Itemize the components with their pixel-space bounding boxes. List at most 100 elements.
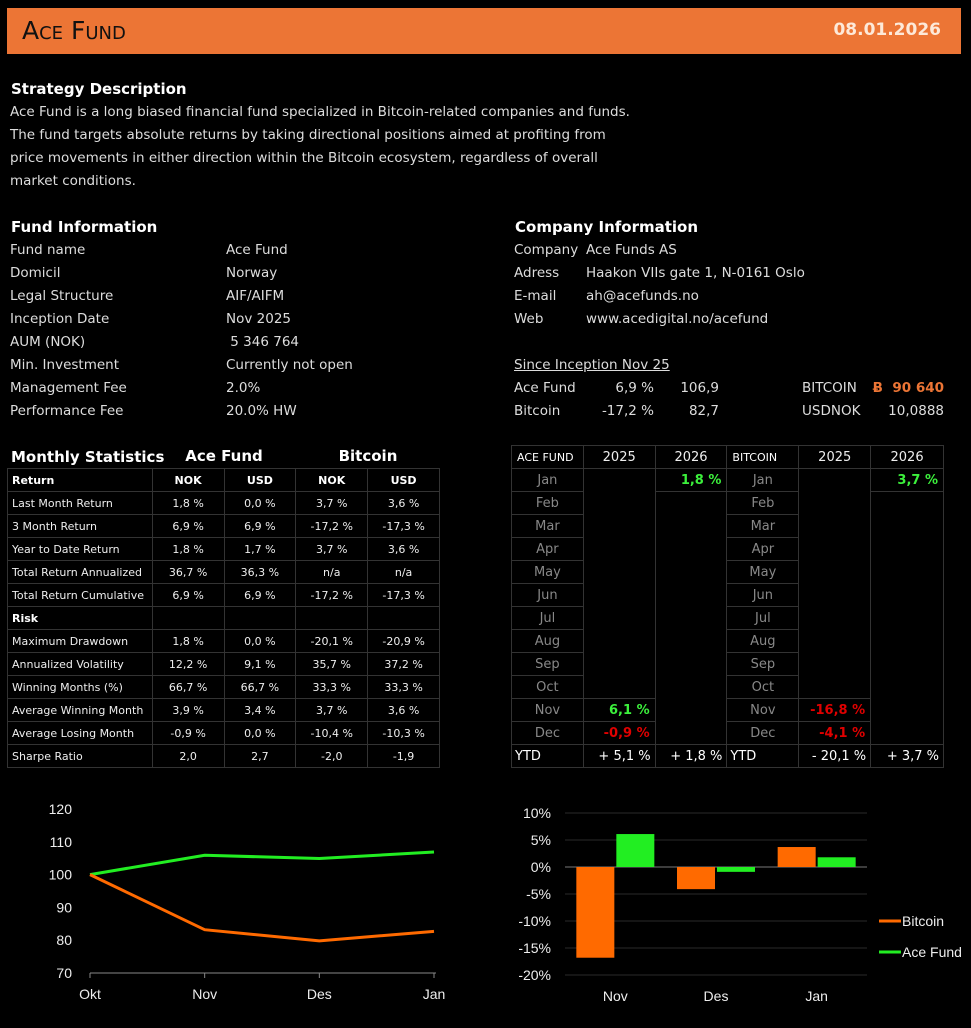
month-value	[582, 560, 656, 584]
monthly-stats-heading: Monthly Statistics	[11, 448, 165, 466]
since-inception-heading: Since Inception Nov 25	[514, 357, 670, 373]
month-label: Jan	[726, 468, 800, 492]
company-info-row: Web www.acedigital.no/acefund	[514, 308, 954, 331]
month-row: May May	[511, 560, 944, 584]
company-info-value: Ace Funds AS	[586, 242, 677, 258]
stats-cell: -2,0	[295, 744, 369, 768]
bar-bitcoin	[576, 867, 615, 958]
stats-section-row: Risk	[7, 606, 440, 630]
year-header: 2026	[654, 445, 728, 469]
bar-ace-fund	[616, 834, 655, 867]
stats-cell: -10,4 %	[295, 721, 369, 745]
fund-info-value: AIF/AIFM	[226, 288, 285, 304]
stats-cell: 1,8 %	[151, 629, 225, 653]
stats-col-header: USD	[223, 468, 297, 492]
x-tick-label: Okt	[79, 986, 101, 1002]
month-value	[798, 629, 872, 653]
stats-col-header: NOK	[151, 468, 225, 492]
stats-cell: -20,1 %	[295, 629, 369, 653]
stats-cell: -17,3 %	[367, 514, 440, 538]
month-row: Jan 1,8 % Jan 3,7 %	[511, 468, 944, 492]
month-row: Oct Oct	[511, 675, 944, 699]
month-value	[798, 514, 872, 538]
y-tick-label: -5%	[526, 886, 551, 902]
month-label: Jul	[726, 606, 800, 630]
month-value	[798, 675, 872, 699]
stats-cell: -0,9 %	[151, 721, 225, 745]
month-row: Jun Jun	[511, 583, 944, 607]
x-tick-label: Nov	[192, 986, 217, 1002]
stats-col-header	[223, 606, 297, 630]
month-label: Oct	[511, 675, 584, 699]
month-value	[582, 537, 656, 561]
stats-cell: 0,0 %	[223, 491, 297, 515]
monthly-table-header: ACE FUND 2025 2026 BITCOIN 2025 2026	[511, 445, 944, 469]
fund-label: ACE FUND	[511, 445, 584, 469]
fund-title: Ace Fund	[22, 16, 126, 45]
month-value	[870, 698, 944, 722]
company-info-label: E-mail	[514, 288, 557, 304]
stats-row-label: Total Return Annualized	[7, 560, 153, 584]
month-value	[870, 491, 944, 515]
month-row: Mar Mar	[511, 514, 944, 538]
stats-section-row: Return NOK USD NOK USD	[7, 468, 440, 492]
stats-col-header	[151, 606, 225, 630]
x-tick-label: Nov	[603, 988, 628, 1004]
stats-row-label: Annualized Volatility	[7, 652, 153, 676]
month-value	[654, 606, 728, 630]
stats-cell: 2,7	[223, 744, 297, 768]
month-label: Nov	[511, 698, 584, 722]
month-value: 6,1 %	[582, 698, 656, 722]
fund-info-value: Ace Fund	[226, 242, 288, 258]
month-label: May	[511, 560, 584, 584]
month-value	[798, 491, 872, 515]
si-name: Ace Fund	[514, 380, 576, 396]
month-value	[654, 675, 728, 699]
month-value	[582, 629, 656, 653]
stats-cell: 3,6 %	[367, 698, 440, 722]
year-header: 2025	[582, 445, 656, 469]
company-info-row: E-mail ah@acefunds.no	[514, 285, 954, 308]
month-label: Jul	[511, 606, 584, 630]
month-value: 1,8 %	[654, 468, 728, 492]
month-value: -0,9 %	[582, 721, 656, 745]
stats-cell: 33,3 %	[367, 675, 440, 699]
stats-cell: -20,9 %	[367, 629, 440, 653]
company-info-value: Haakon VIIs gate 1, N-0161 Oslo	[586, 265, 805, 281]
stats-row: Winning Months (%) 66,7 % 66,7 % 33,3 % 33,3…	[7, 675, 440, 699]
month-label: Feb	[726, 491, 800, 515]
fund-info-row: Min. Investment Currently not open	[10, 354, 490, 377]
company-info-value[interactable]: ah@acefunds.no	[586, 288, 699, 304]
month-label: Apr	[511, 537, 584, 561]
fund-info-heading: Fund Information	[11, 218, 158, 236]
strategy-heading: Strategy Description	[11, 80, 187, 98]
stats-cell: n/a	[367, 560, 440, 584]
month-value	[654, 698, 728, 722]
stats-cell: 35,7 %	[295, 652, 369, 676]
month-value	[798, 537, 872, 561]
si-ticker: USDNOK	[802, 403, 861, 419]
fund-info-value: Currently not open	[226, 357, 353, 373]
since-inception-row: Ace Fund 6,9 % 106,9 BITCOIN Ƀ 90 640	[514, 377, 954, 400]
company-info-list: Company Ace Funds AS Adress Haakon VIIs gat…	[514, 239, 954, 331]
year-header: 2025	[798, 445, 872, 469]
month-value: -4,1 %	[798, 721, 872, 745]
month-label: Aug	[726, 629, 800, 653]
company-info-value[interactable]: www.acedigital.no/acefund	[586, 311, 769, 327]
month-value	[870, 537, 944, 561]
stats-row-label: Winning Months (%)	[7, 675, 153, 699]
stats-cell: 1,7 %	[223, 537, 297, 561]
month-value	[654, 514, 728, 538]
fund-info-label: Inception Date	[10, 311, 110, 327]
x-tick-label: Des	[307, 986, 332, 1002]
month-label: Dec	[726, 721, 800, 745]
ytd-value: + 5,1 %	[582, 744, 656, 768]
month-value	[870, 652, 944, 676]
performance-line-chart: 70 80 90 100 110 120 Okt Nov Des Jan	[49, 801, 446, 1002]
month-value	[870, 514, 944, 538]
bar-ace-fund	[817, 857, 856, 867]
strategy-line: Ace Fund is a long biased financial fund…	[10, 104, 630, 120]
month-label: Jan	[511, 468, 584, 492]
month-value	[654, 537, 728, 561]
y-tick-label: -20%	[518, 967, 551, 983]
